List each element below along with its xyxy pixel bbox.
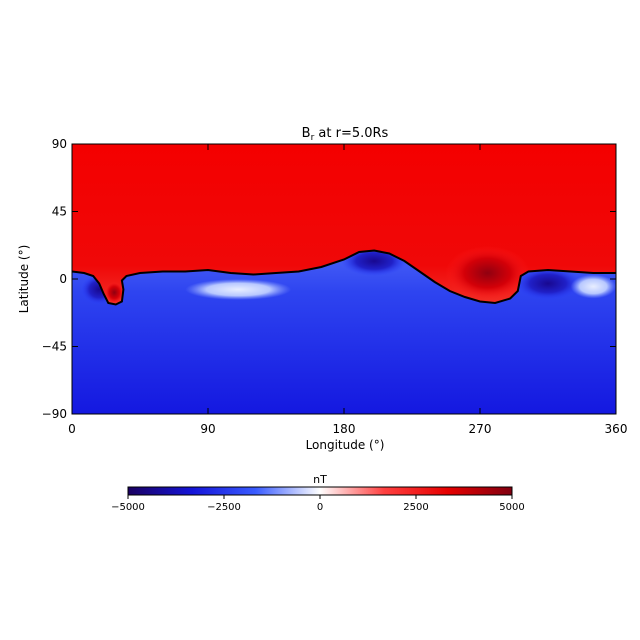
colorbar-label: nT	[313, 473, 327, 486]
chart-title: Br at r=5.0Rs	[302, 126, 389, 143]
y-tick-label: 0	[59, 272, 67, 286]
chart-title-subscript: r	[311, 133, 315, 143]
colorbar-tick-label: 2500	[403, 502, 428, 513]
y-axis-label: Latitude (°)	[17, 245, 31, 314]
chart-title-suffix: at r=5.0Rs	[314, 126, 388, 141]
y-tick-label: −90	[42, 407, 67, 421]
neutral-line	[72, 249, 616, 306]
colorbar-tick-label: 0	[317, 502, 323, 513]
colorbar-tick-label: −5000	[111, 502, 145, 513]
x-tick-label: 0	[68, 422, 76, 436]
positive-feature-3	[445, 246, 530, 300]
positive-spot	[105, 282, 124, 303]
weak-feature-5	[570, 274, 616, 299]
x-axis-label: Longitude (°)	[306, 438, 385, 452]
y-tick-label: −45	[42, 340, 67, 354]
plot-area	[72, 144, 616, 414]
y-tick-label: 45	[52, 205, 67, 219]
x-tick-label: 270	[469, 422, 492, 436]
colorbar-tick-label: 5000	[499, 502, 524, 513]
colorbar-tick-label: −2500	[207, 502, 241, 513]
chart-title-main: B	[302, 126, 311, 141]
y-tick-label: 90	[52, 137, 67, 151]
x-tick-label: 180	[333, 422, 356, 436]
colorbar-ticks: −5000 −2500 0 2500 5000	[111, 495, 525, 513]
y-axis: 90 45 0 −45 −90	[42, 137, 616, 421]
x-tick-label: 360	[605, 422, 628, 436]
x-tick-label: 90	[200, 422, 215, 436]
colorbar	[127, 486, 513, 496]
negative-feature-4	[514, 267, 582, 300]
x-axis: 0 90 180 270 360	[68, 144, 627, 436]
weak-feature-6	[185, 279, 292, 300]
